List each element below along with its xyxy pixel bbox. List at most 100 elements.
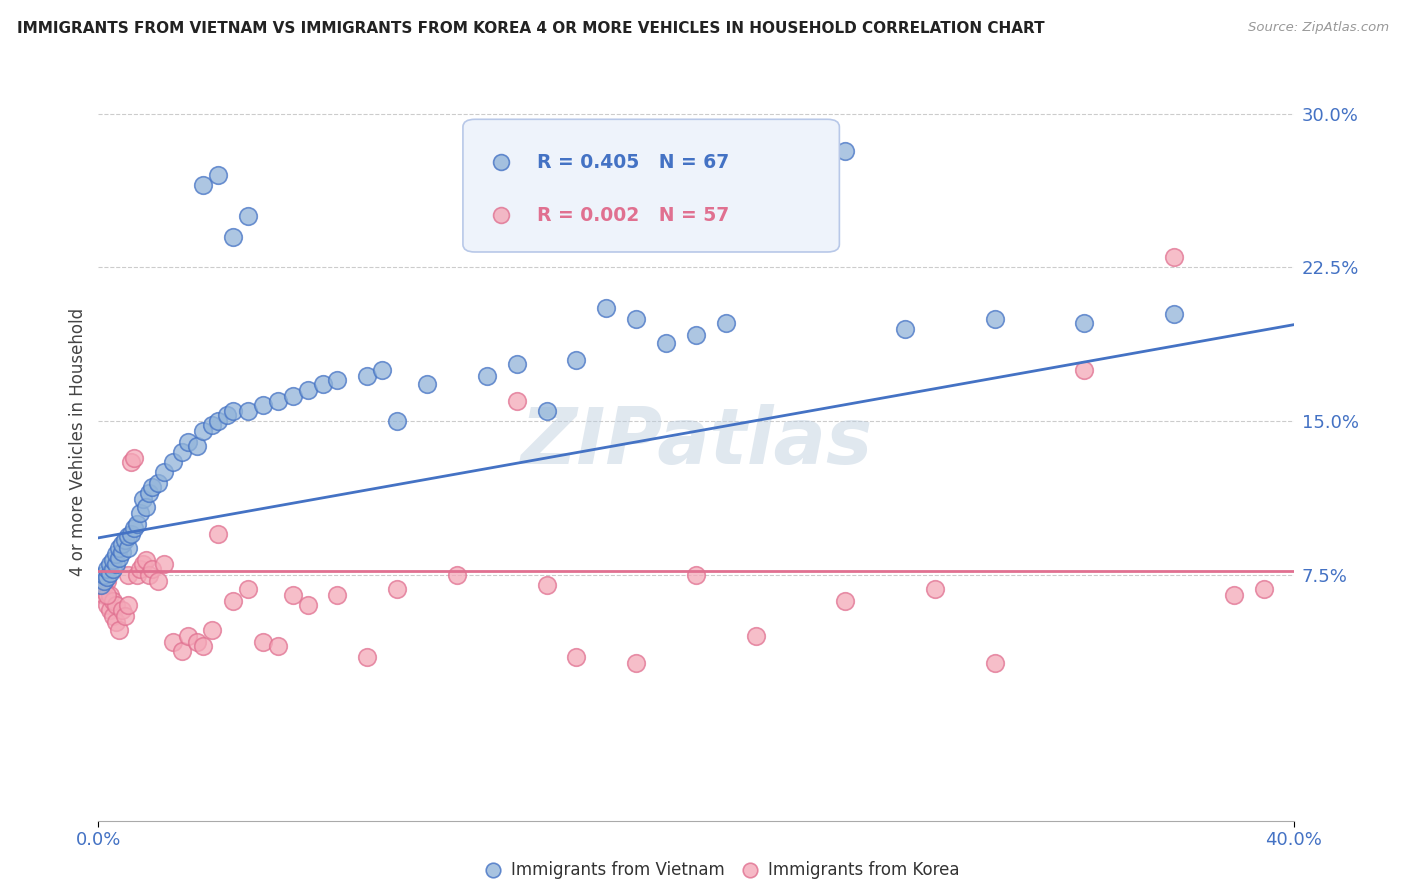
Point xyxy=(138,485,160,500)
Point xyxy=(984,311,1007,326)
Point xyxy=(103,608,125,623)
Point xyxy=(172,444,194,458)
Point xyxy=(153,558,176,572)
Point xyxy=(222,594,245,608)
Point xyxy=(114,533,136,547)
Point xyxy=(222,229,245,244)
Point xyxy=(297,384,319,398)
Point xyxy=(834,594,856,608)
Point xyxy=(385,582,409,596)
Point xyxy=(127,516,149,531)
Point xyxy=(141,561,163,575)
Point xyxy=(120,526,142,541)
Point xyxy=(281,389,304,403)
FancyBboxPatch shape xyxy=(463,120,839,252)
Point xyxy=(117,541,139,555)
Point xyxy=(1253,582,1275,596)
Point xyxy=(236,582,259,596)
Text: ZIPatlas: ZIPatlas xyxy=(520,403,872,480)
Point xyxy=(98,558,122,572)
Point xyxy=(191,425,214,439)
Point xyxy=(96,588,118,602)
Point xyxy=(215,408,238,422)
Point xyxy=(207,168,229,182)
Point xyxy=(108,551,131,566)
Point xyxy=(111,537,134,551)
Point xyxy=(186,439,208,453)
Point xyxy=(111,545,134,559)
Point xyxy=(93,578,115,592)
Text: IMMIGRANTS FROM VIETNAM VS IMMIGRANTS FROM KOREA 4 OR MORE VEHICLES IN HOUSEHOLD: IMMIGRANTS FROM VIETNAM VS IMMIGRANTS FR… xyxy=(17,21,1045,36)
Point xyxy=(96,561,118,575)
Point xyxy=(111,602,134,616)
Point xyxy=(924,582,946,596)
Point xyxy=(685,328,707,343)
Point xyxy=(252,398,274,412)
Point xyxy=(1073,316,1095,330)
Point xyxy=(281,588,304,602)
Point xyxy=(124,520,146,534)
Point xyxy=(207,414,229,428)
Point xyxy=(141,480,163,494)
Text: R = 0.405   N = 67: R = 0.405 N = 67 xyxy=(537,153,730,171)
Point xyxy=(177,629,200,643)
Point xyxy=(222,404,245,418)
Point xyxy=(132,558,155,572)
Point xyxy=(124,450,146,465)
Point xyxy=(177,434,200,449)
Point xyxy=(191,178,214,193)
Point xyxy=(162,635,184,649)
Point xyxy=(371,363,394,377)
Point xyxy=(416,377,439,392)
Point xyxy=(1073,855,1095,869)
Point xyxy=(90,582,112,596)
Point xyxy=(138,567,160,582)
Point xyxy=(96,574,118,588)
Point xyxy=(236,209,259,223)
Point xyxy=(984,656,1007,670)
Point xyxy=(129,506,152,520)
Point xyxy=(117,529,139,543)
Point xyxy=(114,608,136,623)
Point xyxy=(98,602,122,616)
Point xyxy=(93,567,115,582)
Point xyxy=(1163,308,1185,322)
Point xyxy=(326,588,349,602)
Point xyxy=(626,311,648,326)
Point xyxy=(120,455,142,469)
Point xyxy=(153,465,176,479)
Point xyxy=(714,316,737,330)
Point xyxy=(236,404,259,418)
Point xyxy=(132,491,155,506)
Point xyxy=(536,578,558,592)
Point xyxy=(356,649,378,664)
Point xyxy=(191,640,214,654)
Point xyxy=(135,500,157,515)
Point xyxy=(148,574,170,588)
Point xyxy=(105,547,128,561)
Point xyxy=(326,373,349,387)
Point xyxy=(595,301,617,316)
Point xyxy=(172,643,194,657)
Point xyxy=(775,158,797,172)
Point xyxy=(90,578,112,592)
Point xyxy=(475,368,498,383)
Point xyxy=(1223,588,1246,602)
Point xyxy=(745,629,768,643)
Point xyxy=(655,336,678,351)
Point xyxy=(148,475,170,490)
Point xyxy=(1163,250,1185,264)
Point xyxy=(103,594,125,608)
Point xyxy=(1073,363,1095,377)
Point xyxy=(536,404,558,418)
Point xyxy=(834,144,856,158)
Point xyxy=(127,567,149,582)
Point xyxy=(685,567,707,582)
Point xyxy=(252,635,274,649)
Point xyxy=(506,393,529,408)
Point xyxy=(311,377,333,392)
Point xyxy=(207,526,229,541)
Point xyxy=(93,574,115,588)
Point xyxy=(98,588,122,602)
Text: Immigrants from Korea: Immigrants from Korea xyxy=(768,861,959,879)
